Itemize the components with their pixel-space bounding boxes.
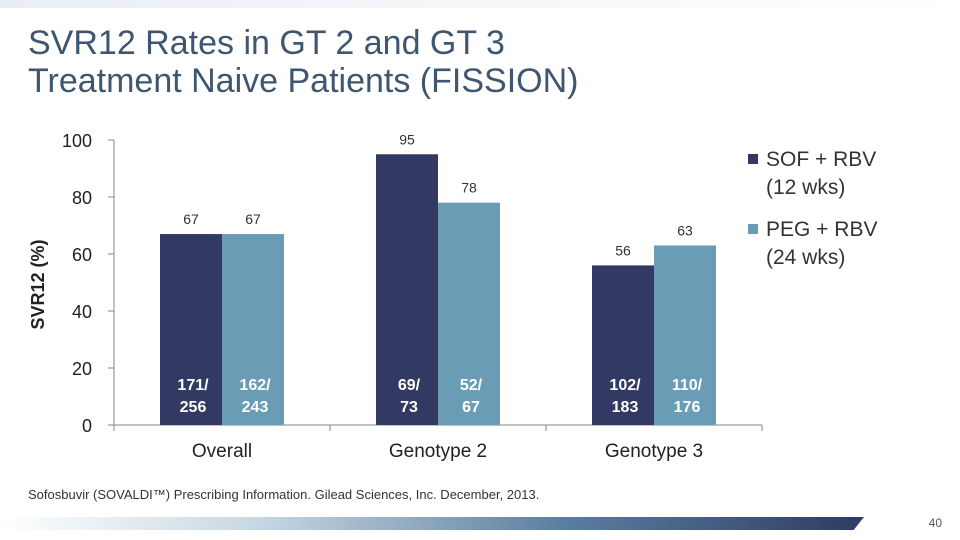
y-tick-label: 100 (62, 131, 92, 151)
x-category-label: Overall (192, 441, 252, 462)
bar-value-label: 78 (461, 180, 477, 196)
slide-title-line-2: Treatment Naive Patients (FISSION) (28, 62, 579, 100)
bar-value-label: 67 (245, 211, 261, 227)
legend-label-sof-rbv-line-1: SOF + RBV (766, 148, 877, 171)
bar-fraction-label: 183 (612, 399, 639, 416)
bar-fraction-label: 69/ (398, 377, 421, 394)
bar-sof-rbv (592, 265, 654, 425)
legend-label-sof-rbv: SOF + RBV (12 wks) (766, 146, 916, 202)
bar-value-label: 63 (677, 222, 693, 238)
bottom-decoration-bar (0, 517, 864, 530)
legend-label-sof-rbv-line-2: (12 wks) (766, 176, 846, 199)
y-tick-label: 60 (72, 245, 92, 265)
bar-fraction-label: 52/ (460, 377, 483, 394)
y-axis-title: SVR12 (%) (28, 239, 48, 329)
y-tick-label: 40 (72, 302, 92, 322)
bar-sof-rbv (376, 154, 438, 425)
legend-label-peg-rbv: PEG + RBV (24 wks) (766, 216, 916, 272)
bar-peg-rbv (222, 234, 284, 425)
bar-value-label: 67 (183, 211, 199, 227)
bar-value-label: 56 (615, 242, 631, 258)
bar-fraction-label: 243 (242, 399, 269, 416)
y-tick-label: 80 (72, 188, 92, 208)
x-category-label: Genotype 2 (389, 441, 487, 462)
legend-label-peg-rbv-line-2: (24 wks) (766, 246, 846, 269)
bar-fraction-label: 110/ (672, 377, 703, 394)
legend-item-peg-rbv: PEG + RBV (24 wks) (748, 216, 948, 272)
bar-peg-rbv (654, 245, 716, 425)
bar-fraction-label: 73 (400, 399, 418, 416)
chart-legend: SOF + RBV (12 wks) PEG + RBV (24 wks) (748, 146, 948, 286)
bar-fraction-label: 162/ (239, 377, 271, 394)
bar-fraction-label: 256 (180, 399, 207, 416)
bar-fraction-label: 102/ (609, 377, 641, 394)
bar-peg-rbv (438, 202, 500, 425)
y-tick-label: 20 (72, 359, 92, 379)
legend-swatch-sof-rbv (748, 154, 758, 164)
page-number: 40 (928, 516, 942, 530)
citation: Sofosbuvir (SOVALDI™) Prescribing Inform… (28, 487, 540, 502)
slide-title: SVR12 Rates in GT 2 and GT 3 Treatment N… (28, 24, 928, 100)
bar-fraction-label: 67 (462, 399, 480, 416)
legend-swatch-peg-rbv (748, 224, 758, 234)
legend-item-sof-rbv: SOF + RBV (12 wks) (748, 146, 948, 202)
bar-fraction-label: 171/ (177, 377, 209, 394)
y-tick-label: 0 (82, 416, 92, 436)
bar-value-label: 95 (399, 131, 415, 147)
x-category-label: Genotype 3 (605, 441, 703, 462)
bar-fraction-label: 176 (674, 399, 701, 416)
legend-label-peg-rbv-line-1: PEG + RBV (766, 218, 878, 241)
slide-title-line-1: SVR12 Rates in GT 2 and GT 3 (28, 24, 505, 62)
bar-sof-rbv (160, 234, 222, 425)
top-decoration-band (0, 0, 960, 8)
